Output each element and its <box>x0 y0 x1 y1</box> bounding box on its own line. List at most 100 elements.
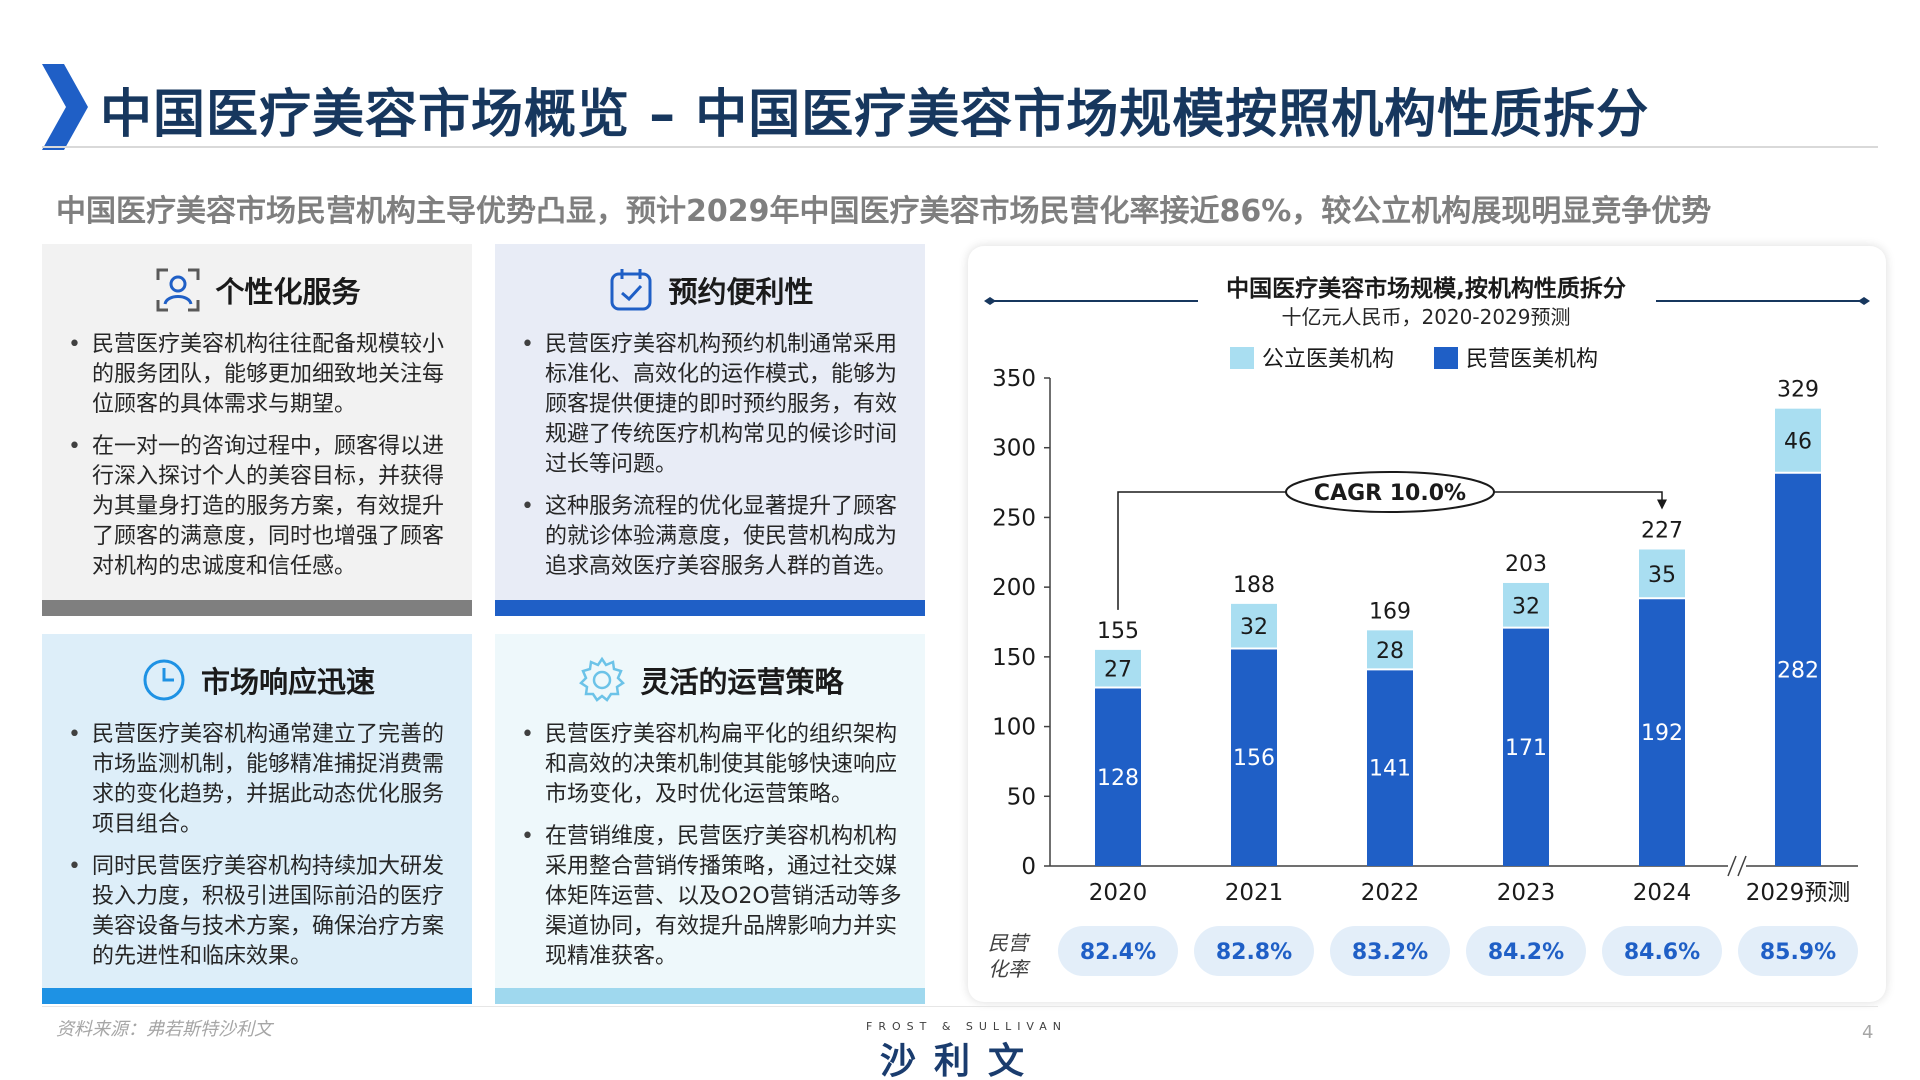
title-rule-right-marker <box>1858 297 1870 305</box>
x-tick-label: 2024 <box>1633 880 1692 906</box>
data-label-public: 46 <box>1784 430 1812 455</box>
person-scan-icon <box>156 268 200 312</box>
logo-wordmark: FROST & SULLIVAN <box>866 1020 1068 1033</box>
card-market-response: 市场响应迅速 民营医疗美容机构通常建立了完善的市场监测机制，能够精准捕捉消费需求… <box>42 634 472 1004</box>
bar-private <box>1095 687 1141 866</box>
card-title: 个性化服务 <box>215 275 361 309</box>
rate-value: 83.2% <box>1352 940 1428 965</box>
y-tick-label: 200 <box>992 575 1036 601</box>
gear-icon <box>579 656 626 702</box>
data-label-private: 128 <box>1097 766 1139 791</box>
clock-icon <box>143 659 185 701</box>
chart-panel: 中国医疗美容市场规模,按机构性质拆分 十亿元人民币，2020-2029预测 公立… <box>968 246 1886 1002</box>
card-accent-bar <box>42 988 472 1004</box>
title-divider <box>42 146 1878 148</box>
card-bullet: 同时民营医疗美容机构持续加大研发投入力度，积极引进国际前沿的医疗美容设备与技术方… <box>60 852 456 972</box>
chart-subtitle: 十亿元人民币，2020-2029预测 <box>1281 305 1570 329</box>
rate-pill <box>1330 926 1450 976</box>
rate-pill <box>1194 926 1314 976</box>
legend-swatch-public <box>1230 347 1254 369</box>
calendar-check-icon <box>610 269 652 311</box>
card-bullet: 这种服务流程的优化显著提升了顾客的就诊体验满意度，使民营机构成为追求高效医疗美容… <box>513 492 909 582</box>
rate-value: 85.9% <box>1760 940 1836 965</box>
bar-public <box>1503 582 1549 628</box>
rate-pill <box>1738 926 1858 976</box>
rate-pill <box>1602 926 1722 976</box>
data-label-public: 28 <box>1376 639 1404 664</box>
source-note: 资料来源：弗若斯特沙利文 <box>56 1019 272 1040</box>
x-tick-label: 2021 <box>1225 880 1284 906</box>
market-size-chart: 中国医疗美容市场规模,按机构性质拆分 十亿元人民币，2020-2029预测 公立… <box>984 275 1870 981</box>
rate-value: 82.8% <box>1216 940 1292 965</box>
legend-public: 公立医美机构 <box>1262 347 1394 372</box>
data-label-private: 171 <box>1505 736 1547 761</box>
bar-public <box>1231 603 1277 649</box>
x-tick-label: 2029预测 <box>1746 880 1851 906</box>
card-bullet: 民营医疗美容机构预约机制通常采用标准化、高效化的运作模式，能够为顾客提供便捷的即… <box>513 330 909 480</box>
title-rule-left-marker <box>984 297 996 305</box>
y-tick-label: 250 <box>992 505 1036 531</box>
y-tick-label: 350 <box>992 366 1036 392</box>
data-label-public: 32 <box>1512 594 1540 619</box>
page-subtitle: 中国医疗美容市场民营机构主导优势凸显，预计2029年中国医疗美容市场民营化率接近… <box>56 194 1712 229</box>
data-label-private: 192 <box>1641 721 1683 746</box>
data-label-total: 169 <box>1369 599 1411 624</box>
axis-break-mark <box>1727 855 1737 877</box>
card-title: 市场响应迅速 <box>200 665 375 699</box>
bar-private <box>1503 627 1549 866</box>
card-flexible-operations: 灵活的运营策略 民营医疗美容机构扁平化的组织架构和高效的决策机制使其能够快速响应… <box>495 634 925 1004</box>
data-label-total: 203 <box>1505 552 1547 577</box>
rate-row-label: 民营 <box>988 931 1031 955</box>
card-bullet: 民营医疗美容机构通常建立了完善的市场监测机制，能够精准捕捉消费需求的变化趋势，并… <box>60 720 456 840</box>
data-label-private: 141 <box>1369 757 1411 782</box>
bar-private <box>1367 669 1413 866</box>
rate-value: 82.4% <box>1080 940 1156 965</box>
card-personalized-service: 个性化服务 民营医疗美容机构往往配备规模较小的服务团队，能够更加细致地关注每位顾… <box>42 244 472 616</box>
data-label-total: 227 <box>1641 518 1683 543</box>
cagr-label: CAGR 10.0% <box>1314 481 1466 506</box>
x-tick-label: 2020 <box>1089 880 1148 906</box>
cagr-arrowhead <box>1657 499 1667 510</box>
bar-private <box>1231 648 1277 866</box>
y-tick-label: 50 <box>1007 784 1036 810</box>
y-tick-label: 300 <box>992 436 1036 462</box>
y-tick-label: 0 <box>1021 854 1036 880</box>
data-label-private: 156 <box>1233 746 1275 771</box>
rate-value: 84.6% <box>1624 940 1700 965</box>
chart-title: 中国医疗美容市场规模,按机构性质拆分 <box>1226 275 1626 302</box>
legend-private: 民营医美机构 <box>1466 347 1598 372</box>
axis-break-mark <box>1737 855 1747 877</box>
rate-row-label: 化率 <box>988 957 1031 981</box>
bar-public <box>1775 408 1821 473</box>
data-label-public: 35 <box>1648 563 1676 588</box>
card-bullet: 民营医疗美容机构扁平化的组织架构和高效的决策机制使其能够快速响应市场变化，及时优… <box>513 720 909 810</box>
data-label-public: 32 <box>1240 615 1268 640</box>
rate-pill <box>1466 926 1586 976</box>
y-tick-label: 150 <box>992 645 1036 671</box>
data-label-total: 329 <box>1777 378 1819 403</box>
bar-private <box>1775 472 1821 866</box>
rate-value: 84.2% <box>1488 940 1564 965</box>
card-accent-bar <box>42 600 472 616</box>
card-booking-convenience: 预约便利性 民营医疗美容机构预约机制通常采用标准化、高效化的运作模式，能够为顾客… <box>495 244 925 616</box>
footer-divider <box>42 1006 1878 1007</box>
page-title: 中国医疗美容市场概览 – 中国医疗美容市场规模按照机构性质拆分 <box>100 85 1650 145</box>
legend-swatch-private <box>1434 347 1458 369</box>
card-accent-bar <box>495 600 925 616</box>
title-chevron-icon <box>42 64 88 150</box>
card-bullet: 民营医疗美容机构往往配备规模较小的服务团队，能够更加细致地关注每位顾客的具体需求… <box>60 330 456 420</box>
page-number: 4 <box>1862 1022 1874 1043</box>
card-title: 预约便利性 <box>668 275 814 309</box>
data-label-public: 27 <box>1104 658 1132 683</box>
y-tick-label: 100 <box>992 715 1036 741</box>
card-title: 灵活的运营策略 <box>640 665 844 699</box>
logo-chinese: 沙利文 <box>880 1041 1043 1080</box>
rate-pill <box>1058 926 1178 976</box>
bar-public <box>1639 549 1685 599</box>
card-bullet: 在一对一的咨询过程中，顾客得以进行深入探讨个人的美容目标，并获得为其量身打造的服… <box>60 432 456 582</box>
bar-private <box>1639 598 1685 866</box>
bar-public <box>1095 649 1141 688</box>
data-label-total: 155 <box>1097 619 1139 644</box>
data-label-private: 282 <box>1777 658 1819 683</box>
card-accent-bar <box>495 988 925 1004</box>
